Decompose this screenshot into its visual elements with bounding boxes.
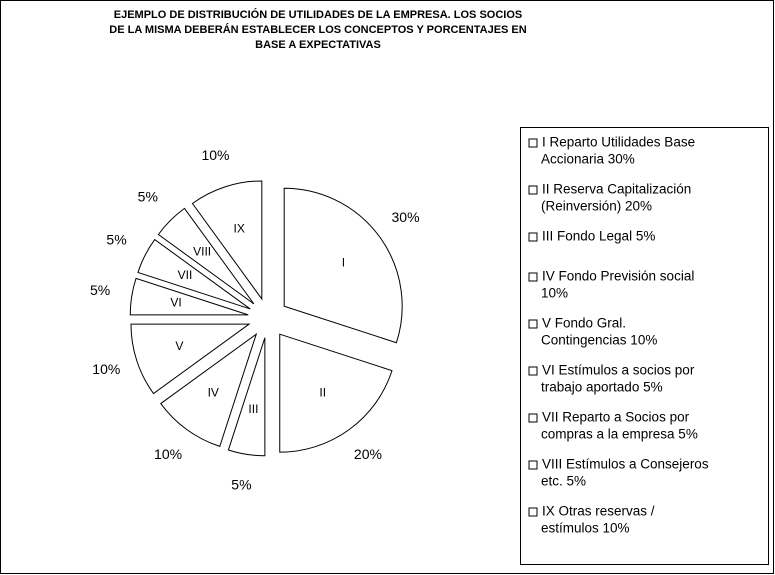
legend-label: (Reinversión) 20%: [541, 199, 652, 214]
value-label: 5%: [106, 232, 126, 248]
slice-label: IV: [208, 386, 219, 400]
pie-slice: [191, 180, 263, 301]
value-label: 10%: [154, 446, 182, 462]
value-label: 10%: [201, 147, 229, 163]
slice-label: VIII: [193, 244, 211, 258]
slice-label: V: [175, 339, 183, 353]
legend-label: VII Reparto a Socios por: [542, 410, 690, 425]
chart-title: EJEMPLO DE DISTRIBUCIÓN DE UTILIDADES DE…: [114, 8, 522, 21]
legend-label: III Fondo Legal 5%: [542, 229, 655, 244]
value-label: 5%: [90, 282, 110, 298]
pie-slice: [279, 333, 393, 453]
legend-swatch: [528, 366, 538, 376]
legend-swatch: [528, 138, 538, 148]
legend-swatch: [528, 507, 538, 517]
legend-box: [520, 127, 769, 565]
legend-label: V Fondo Gral.: [542, 316, 626, 331]
legend-label: etc. 5%: [541, 474, 586, 489]
pie-slice: [129, 277, 249, 316]
legend-swatch: [528, 460, 538, 470]
legend-label: VI Estímulos a socios por: [542, 363, 695, 378]
value-label: 20%: [354, 446, 382, 462]
legend-label: trabajo aportado 5%: [541, 380, 663, 395]
chart-title: BASE A EXPECTATIVAS: [255, 39, 381, 51]
pie-slice: [157, 207, 255, 305]
legend-label: estímulos 10%: [541, 521, 630, 536]
pie-slice: [160, 332, 258, 448]
value-label: 5%: [231, 477, 251, 493]
pie-slice: [137, 238, 251, 310]
legend-swatch: [528, 232, 538, 242]
legend-label: I Reparto Utilidades Base: [542, 135, 695, 150]
legend-swatch: [528, 185, 538, 195]
slice-label: II: [319, 386, 326, 400]
value-label: 10%: [92, 361, 120, 377]
pie-slice: [283, 187, 403, 344]
slice-label: VII: [178, 268, 193, 282]
chart-title: DE LA MISMA DEBERÁN ESTABLECER LOS CONCE…: [109, 23, 526, 36]
value-label: 30%: [392, 209, 420, 225]
legend-label: VIII Estímulos a Consejeros: [542, 457, 709, 472]
value-label: 5%: [138, 188, 158, 204]
pie-slice: [227, 337, 266, 457]
legend-swatch: [528, 413, 538, 423]
legend-label: IV Fondo Previsión social: [542, 269, 694, 284]
legend-label: compras a la empresa 5%: [541, 427, 698, 442]
legend-swatch: [528, 272, 538, 282]
legend-swatch: [528, 319, 538, 329]
legend-label: Accionaria 30%: [541, 152, 635, 167]
slice-label: IX: [234, 222, 245, 236]
legend-label: Contingencias 10%: [541, 333, 657, 348]
legend-label: II Reserva Capitalización: [542, 182, 691, 197]
slice-label: III: [248, 402, 258, 416]
slice-label: VI: [170, 296, 181, 310]
legend-label: IX Otras reservas /: [542, 504, 655, 519]
slice-label: I: [342, 255, 345, 269]
legend-label: 10%: [541, 286, 568, 301]
pie-slice: [130, 323, 251, 395]
